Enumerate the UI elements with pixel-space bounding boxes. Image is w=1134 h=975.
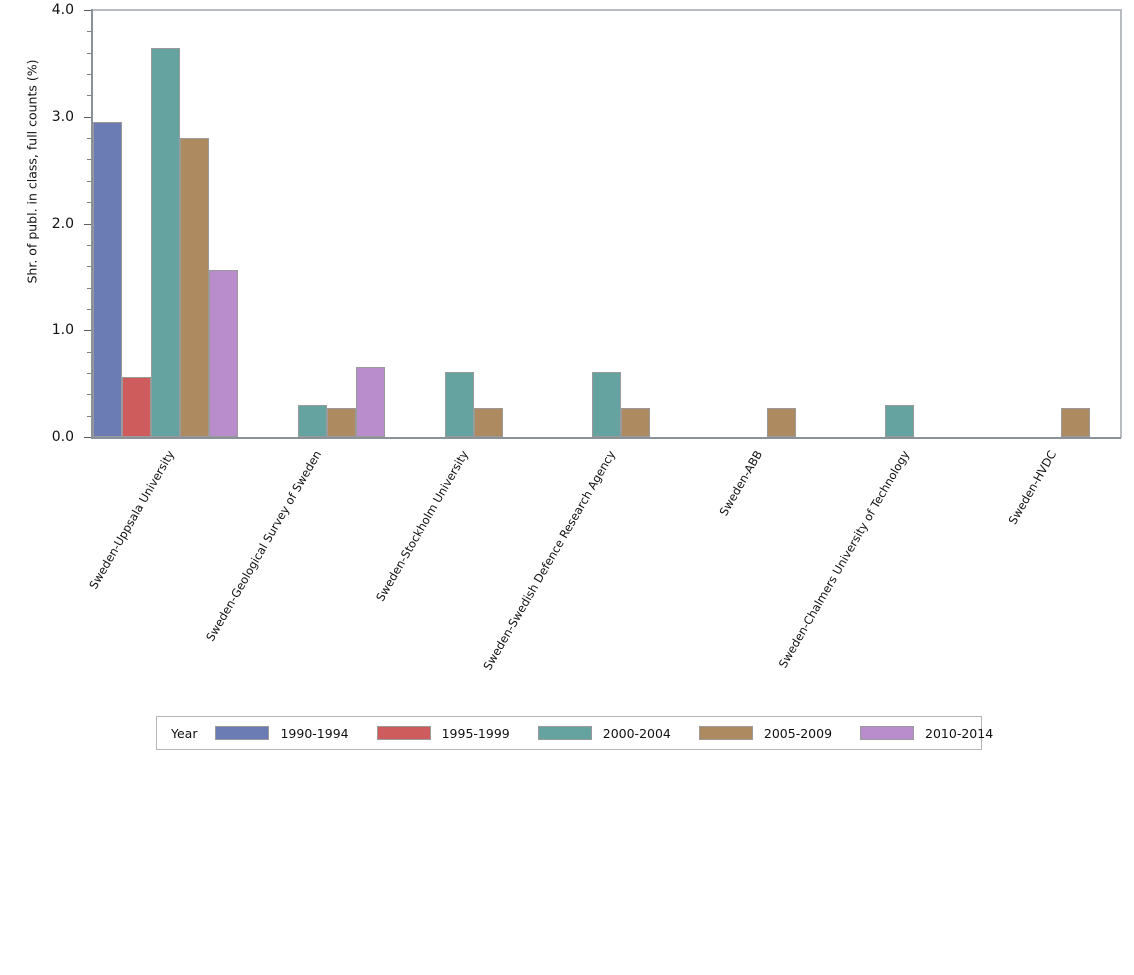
- bar: [179, 138, 209, 437]
- y-axis-minor-tick: [87, 180, 92, 182]
- bar: [326, 408, 356, 437]
- bar: [297, 404, 327, 437]
- bar: [92, 122, 122, 437]
- y-axis-minor-tick: [87, 244, 92, 246]
- y-axis-minor-tick: [87, 74, 92, 76]
- legend-swatch: [860, 726, 915, 740]
- legend-swatch: [698, 726, 753, 740]
- plot-border-right: [1120, 9, 1122, 438]
- legend-label: 2010-2014: [925, 725, 994, 741]
- y-axis-minor-tick: [87, 415, 92, 417]
- bar: [620, 408, 650, 437]
- x-axis-tick-label: Sweden-ABB: [716, 448, 765, 519]
- y-axis-minor-tick: [87, 266, 92, 268]
- y-axis-tick-mark: [84, 437, 92, 438]
- y-axis-minor-tick: [87, 308, 92, 310]
- legend-label: 2005-2009: [763, 725, 833, 741]
- legend-swatch: [537, 726, 592, 740]
- legend-item[interactable]: 2005-2009: [698, 725, 833, 741]
- x-axis-tick-label: Sweden-Stockholm University: [373, 448, 472, 604]
- y-axis-minor-tick: [87, 159, 92, 161]
- x-axis-tick-label: Sweden-Geological Survey of Sweden: [203, 448, 325, 644]
- plot-border-top: [91, 9, 1121, 11]
- legend-label: 1990-1994: [280, 725, 349, 741]
- x-axis-tick-label: Sweden-Swedish Defence Research Agency: [480, 448, 619, 673]
- y-axis-tick-label: 0.0: [51, 429, 74, 445]
- bar: [767, 408, 797, 437]
- legend-item[interactable]: 2010-2014: [860, 726, 993, 741]
- x-axis-tick-label: Sweden-Chalmers University of Technology: [775, 448, 912, 671]
- bar: [473, 408, 503, 437]
- legend-swatch: [215, 726, 270, 740]
- legend-title: Year: [171, 725, 198, 741]
- y-axis-tick-mark: [84, 330, 92, 332]
- bar: [150, 48, 180, 437]
- bar: [121, 377, 151, 437]
- x-axis-tick-label: Sweden-Uppsala University: [86, 448, 178, 592]
- y-axis-minor-tick: [87, 95, 92, 97]
- y-axis-minor-tick: [87, 351, 92, 353]
- legend-swatch: [376, 726, 431, 740]
- y-axis-line: [91, 9, 93, 438]
- legend-item[interactable]: 1995-1999: [376, 725, 510, 741]
- legend-item[interactable]: 1990-1994: [215, 725, 349, 741]
- y-axis-title: Shr. of publ. in class, full counts (%): [24, 59, 40, 284]
- legend-item[interactable]: 2000-2004: [537, 725, 671, 741]
- y-axis-tick-label: 2.0: [51, 215, 74, 232]
- x-axis-tick-label: Sweden-HVDC: [1005, 448, 1059, 527]
- plot-area: [92, 10, 1120, 437]
- bar: [444, 371, 474, 437]
- bar: [591, 371, 621, 437]
- y-axis-tick-label: 3.0: [51, 108, 74, 125]
- y-axis-tick-mark: [84, 116, 92, 118]
- y-axis-tick-label: 1.0: [51, 322, 74, 339]
- bar: [355, 366, 385, 437]
- bar: [1061, 408, 1091, 437]
- y-axis-tick-mark: [84, 223, 92, 225]
- y-axis-minor-tick: [87, 31, 92, 33]
- bar: [885, 404, 915, 437]
- bar: [208, 270, 238, 437]
- y-axis-minor-tick: [87, 287, 92, 289]
- chart-container: Shr. of publ. in class, full counts (%) …: [24, 2, 1122, 750]
- legend: Year 1990-1994 1995-1999 2000-2004 2005-200…: [156, 716, 993, 750]
- y-axis-minor-tick: [87, 394, 92, 396]
- legend-items: 1990-1994 1995-1999 2000-2004 2005-2009 2010…: [215, 726, 1021, 741]
- y-axis-minor-tick: [87, 52, 92, 54]
- legend-label: 2000-2004: [602, 725, 671, 741]
- y-axis-minor-tick: [87, 138, 92, 140]
- legend-label: 1995-1999: [441, 725, 510, 741]
- y-axis-tick-mark: [84, 10, 92, 11]
- y-axis-minor-tick: [87, 372, 92, 374]
- y-axis-minor-tick: [87, 202, 92, 204]
- y-axis-tick-label: 4.0: [51, 2, 74, 18]
- x-axis-line: [91, 437, 1121, 439]
